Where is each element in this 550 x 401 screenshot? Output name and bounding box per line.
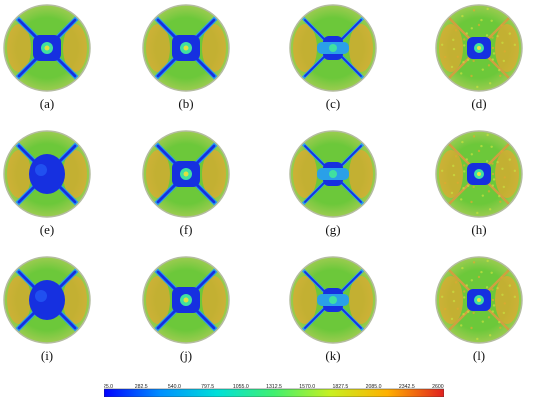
contour-disc xyxy=(142,130,230,218)
panel-label: (d) xyxy=(471,96,487,111)
colorbar-tick-label: 2600.0 xyxy=(432,384,444,390)
colorbar-tick-label: 1570.0 xyxy=(299,384,315,390)
contour-panel: (l) xyxy=(424,254,534,368)
colorbar-tick-label: 797.5 xyxy=(201,384,214,390)
contour-disc xyxy=(142,256,230,344)
panel-label: (g) xyxy=(325,222,341,237)
colorbar-tick-label: 282.5 xyxy=(135,384,148,390)
contour-disc xyxy=(142,4,230,92)
contour-panel: (i) xyxy=(0,254,102,368)
contour-panel: (h) xyxy=(424,128,534,242)
colorbar-tick-label: 2342.5 xyxy=(399,384,415,390)
panel-label: (k) xyxy=(325,348,341,363)
colorbar-ticks: 25.0 282.5 540.0 797.5 1055.0 1312.5 1570.0 182… xyxy=(104,384,444,390)
contour-panel: (e) xyxy=(0,128,102,242)
colorbar-tick-label: 2085.0 xyxy=(366,384,382,390)
panel-label: (c) xyxy=(325,96,341,111)
contour-panel: (a) xyxy=(0,2,102,116)
panel-label: (b) xyxy=(178,96,194,111)
contour-disc xyxy=(289,4,377,92)
contour-disc xyxy=(3,256,91,344)
contour-disc xyxy=(289,130,377,218)
colorbar-tick-label: 25.0 xyxy=(104,384,113,390)
panel-label: (a) xyxy=(39,96,55,111)
panel-label: (j) xyxy=(179,348,193,363)
contour-panel: (c) xyxy=(278,2,388,116)
panel-label: (l) xyxy=(472,348,486,363)
colorbar-tick-label: 1827.5 xyxy=(332,384,348,390)
contour-disc xyxy=(435,130,523,218)
colorbar-tick-label: 540.0 xyxy=(168,384,181,390)
contour-panel: (g) xyxy=(278,128,388,242)
contour-disc xyxy=(435,256,523,344)
contour-disc xyxy=(289,256,377,344)
contour-panel: (k) xyxy=(278,254,388,368)
colorbar-tick-label: 1312.5 xyxy=(266,384,282,390)
contour-panel: (f) xyxy=(131,128,241,242)
colorbar: 25.0 282.5 540.0 797.5 1055.0 1312.5 1570.0 182… xyxy=(104,384,444,397)
contour-panel: (j) xyxy=(131,254,241,368)
panel-label: (h) xyxy=(471,222,487,237)
panel-label: (e) xyxy=(39,222,55,237)
contour-disc xyxy=(3,4,91,92)
contour-panel: (b) xyxy=(131,2,241,116)
contour-panel: (d) xyxy=(424,2,534,116)
contour-disc xyxy=(435,4,523,92)
panel-label: (f) xyxy=(179,222,193,237)
panel-label: (i) xyxy=(40,348,54,363)
colorbar-tick-label: 1055.0 xyxy=(233,384,249,390)
contour-disc xyxy=(3,130,91,218)
colorbar-gradient xyxy=(104,388,444,397)
